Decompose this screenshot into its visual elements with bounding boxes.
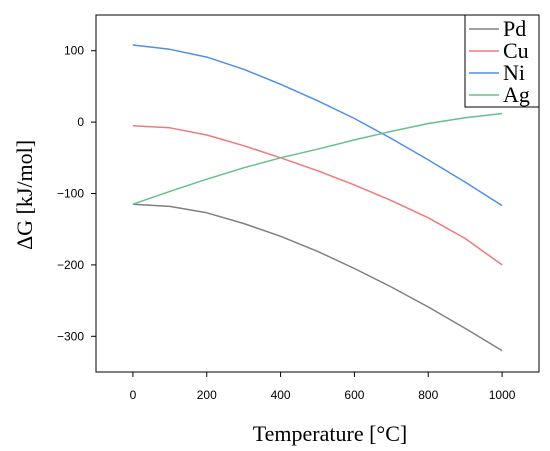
y-tick-label: 100 <box>64 44 84 58</box>
x-tick-label: 0 <box>130 388 137 402</box>
x-tick-label: 200 <box>197 388 217 402</box>
legend-label-ag: Ag <box>503 82 530 107</box>
legend-label-cu: Cu <box>503 38 529 63</box>
x-tick-label: 600 <box>344 388 364 402</box>
y-tick-label: −100 <box>57 187 84 201</box>
x-axis-ticks: 0 200 400 600 800 1000 <box>130 372 516 402</box>
y-axis-ticks: 100 0 −100 −200 −300 <box>57 44 96 343</box>
legend-frame <box>464 14 540 108</box>
legend-label-pd: Pd <box>503 16 526 41</box>
series-line-ag <box>132 112 503 205</box>
legend-label-ni: Ni <box>503 60 525 85</box>
x-tick-label: 1000 <box>489 388 516 402</box>
y-axis-title: ΔG [kJ/mol] <box>12 140 37 250</box>
x-axis-title: Temperature [°C] <box>253 421 407 446</box>
series-line-cu <box>132 124 503 266</box>
series-lines <box>132 44 503 352</box>
x-tick-label: 800 <box>418 388 438 402</box>
series-line-pd <box>132 203 503 352</box>
y-tick-label: 0 <box>77 115 84 129</box>
series-line-ni <box>132 44 503 207</box>
y-tick-label: −200 <box>57 258 84 272</box>
y-tick-label: −300 <box>57 329 84 343</box>
x-tick-label: 400 <box>271 388 291 402</box>
